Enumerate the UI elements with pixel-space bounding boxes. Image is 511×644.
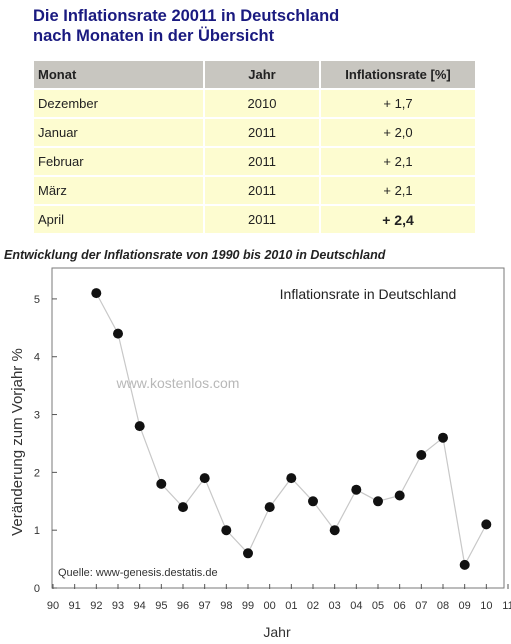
y-axis-label: Veränderung zum Vorjahr %: [9, 348, 26, 536]
x-tick-label: 97: [199, 600, 211, 612]
x-tick-label: 00: [264, 600, 276, 612]
data-point: [156, 478, 167, 489]
cell-monat: April: [34, 206, 203, 233]
x-axis-label: Jahr: [263, 624, 291, 640]
page-title: Die Inflationsrate 20011 in Deutschland …: [33, 6, 339, 46]
x-tick-label: 10: [480, 600, 492, 612]
table-row: Februar 2011 + 2,1: [34, 148, 475, 175]
cell-monat: März: [34, 177, 203, 204]
column-header-monat: Monat: [34, 61, 203, 88]
data-point: [91, 288, 102, 299]
data-point: [286, 473, 297, 484]
data-point: [394, 490, 405, 501]
x-tick-label: 91: [69, 600, 81, 612]
watermark: www.kostenlos.com: [116, 375, 240, 391]
data-point: [221, 525, 232, 536]
table-row: Dezember 2010 + 1,7: [34, 90, 475, 117]
title-line-2: nach Monaten in der Übersicht: [33, 27, 275, 45]
data-point: [438, 432, 448, 443]
table-row: März 2011 + 2,1: [34, 177, 475, 204]
chart-subtitle: Entwicklung der Inflationsrate von 1990 …: [4, 248, 386, 262]
x-tick-label: 04: [350, 600, 362, 612]
x-tick-label: 96: [177, 600, 189, 612]
y-tick-label: 2: [34, 467, 40, 479]
data-point: [329, 525, 340, 536]
x-tick-label: 11: [502, 600, 511, 612]
data-point: [199, 473, 210, 484]
y-tick-label: 0: [34, 583, 40, 595]
x-tick-label: 99: [242, 600, 254, 612]
source-note: Quelle: www-genesis.destatis.de: [58, 567, 218, 579]
y-tick-label: 3: [34, 410, 40, 422]
x-tick-label: 02: [307, 600, 319, 612]
x-tick-label: 94: [134, 600, 146, 612]
x-tick-label: 95: [155, 600, 167, 612]
x-axis-ticks: 90 91 92 93 94 95 96 97 98 99 00 01 02 03 04 05 06 07 08 09…: [47, 584, 511, 612]
cell-jahr: 2011: [205, 177, 319, 204]
x-tick-label: 08: [437, 600, 449, 612]
cell-monat: Januar: [34, 119, 203, 146]
table-row: Januar 2011 + 2,0: [34, 119, 475, 146]
table-header-row: Monat Jahr Inflationsrate [%]: [34, 61, 475, 88]
x-tick-label: 06: [394, 600, 406, 612]
data-point: [264, 502, 275, 513]
data-point: [113, 328, 123, 339]
x-tick-label: 01: [285, 600, 297, 612]
cell-rate: + 2,1: [321, 148, 475, 175]
x-tick-label: 92: [90, 600, 102, 612]
y-axis-ticks: 0 1 2 3 4 5: [34, 294, 57, 595]
data-point: [178, 502, 188, 513]
cell-monat: Dezember: [34, 90, 203, 117]
cell-monat: Februar: [34, 148, 203, 175]
cell-rate-highlighted: + 2,4: [321, 206, 475, 233]
table-row: April 2011 + 2,4: [34, 206, 475, 233]
data-point: [243, 548, 253, 559]
cell-jahr: 2011: [205, 119, 319, 146]
plot-frame: [51, 267, 505, 589]
cell-jahr: 2011: [205, 206, 319, 233]
column-header-inflationsrate: Inflationsrate [%]: [321, 61, 475, 88]
cell-jahr: 2010: [205, 90, 319, 117]
cell-jahr: 2011: [205, 148, 319, 175]
chart-title: Inflationsrate in Deutschland: [280, 286, 457, 302]
cell-rate: + 2,0: [321, 119, 475, 146]
cell-rate: + 2,1: [321, 177, 475, 204]
data-point: [134, 421, 145, 432]
y-tick-label: 4: [34, 352, 40, 364]
data-points: [91, 288, 492, 570]
x-tick-label: 98: [220, 600, 232, 612]
cell-rate: + 1,7: [321, 90, 475, 117]
x-tick-label: 90: [47, 600, 59, 612]
column-header-jahr: Jahr: [205, 61, 319, 88]
x-tick-label: 05: [372, 600, 384, 612]
inflation-chart: Inflationsrate in Deutschland www.kosten…: [0, 262, 511, 644]
x-tick-label: 07: [415, 600, 427, 612]
data-point: [416, 450, 427, 460]
y-tick-label: 5: [34, 294, 40, 306]
y-tick-label: 1: [34, 525, 40, 537]
inflation-table: Monat Jahr Inflationsrate [%] Dezember 2…: [32, 59, 477, 235]
data-point: [351, 484, 362, 495]
x-tick-label: 93: [112, 600, 124, 612]
x-tick-label: 03: [329, 600, 341, 612]
data-point: [373, 496, 383, 507]
x-tick-label: 09: [459, 600, 471, 612]
data-point: [481, 519, 492, 530]
data-point: [459, 559, 470, 570]
title-line-1: Die Inflationsrate 20011 in Deutschland: [33, 7, 340, 25]
data-point: [308, 496, 318, 507]
